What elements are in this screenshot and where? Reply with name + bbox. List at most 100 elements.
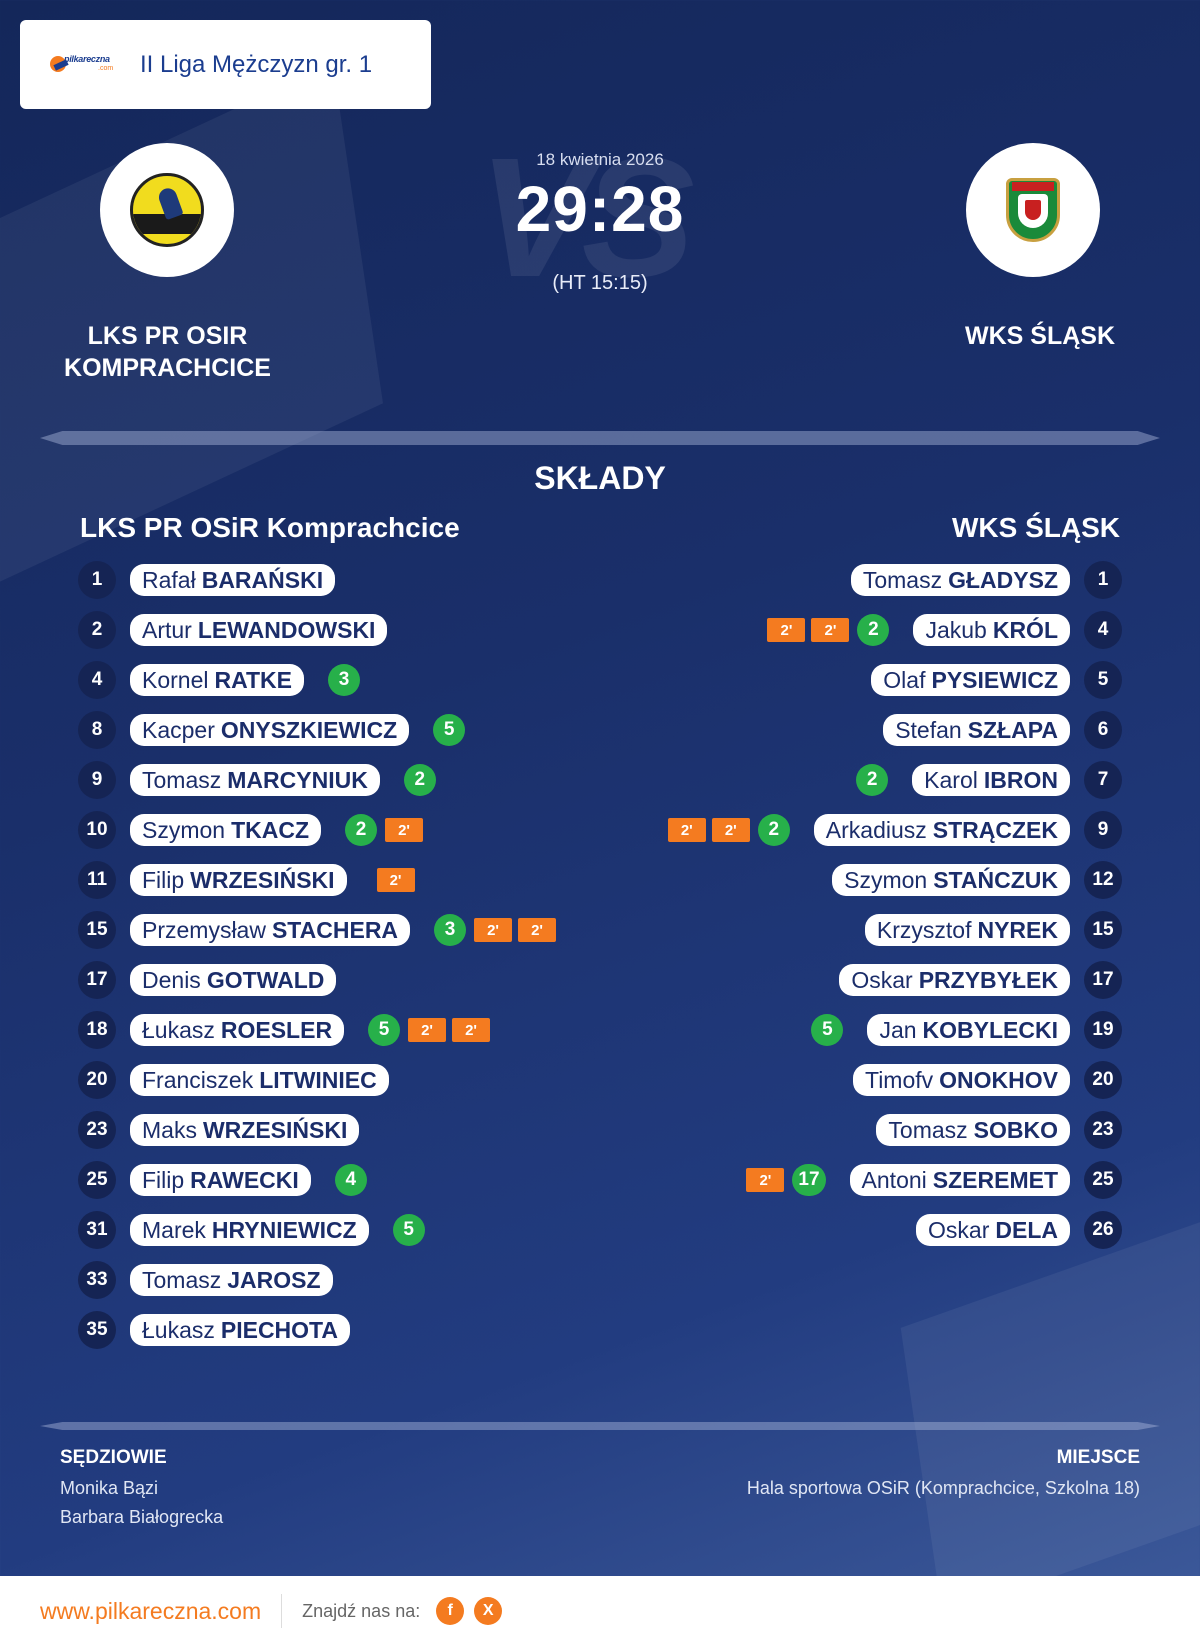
- home-team-logo[interactable]: [100, 143, 234, 277]
- player-first-name: Łukasz: [142, 1316, 215, 1343]
- goals-badge: 2: [857, 614, 890, 646]
- player-row: 4 Jakub KRÓL 2 2' 2': [668, 605, 1122, 655]
- player-last-name: PYSIEWICZ: [931, 666, 1058, 693]
- two-minute-penalty-badge: 2': [811, 618, 850, 642]
- player-number: 6: [1084, 711, 1122, 749]
- two-minute-penalty-badge: 2': [376, 868, 415, 892]
- player-stats: 5: [811, 1014, 844, 1046]
- player-first-name: Karol: [924, 766, 978, 793]
- player-row: 25 Antoni SZEREMET 17 2': [668, 1155, 1122, 1205]
- player-last-name: STAŃCZUK: [933, 866, 1058, 893]
- player-first-name: Oskar: [928, 1216, 990, 1243]
- player-name-pill[interactable]: Kacper ONYSZKIEWICZ: [130, 714, 410, 746]
- vs-watermark: VS: [478, 123, 695, 313]
- divider: [40, 1422, 1160, 1430]
- player-name-pill[interactable]: Tomasz GŁADYSZ: [850, 564, 1070, 596]
- brand-name: pilkareczna: [64, 53, 110, 64]
- goals-badge: 3: [434, 914, 467, 946]
- player-name-pill[interactable]: Szymon STAŃCZUK: [832, 864, 1070, 896]
- player-name-pill[interactable]: Szymon TKACZ: [130, 814, 322, 846]
- player-last-name: IBRON: [983, 766, 1058, 793]
- player-last-name: STACHERA: [271, 916, 399, 943]
- match-score: 29:28: [515, 173, 685, 245]
- player-name-pill[interactable]: Jakub KRÓL: [913, 614, 1070, 646]
- pilkareczna-logo[interactable]: pilkareczna .com: [50, 52, 120, 78]
- home-squad-title: LKS PR OSiR Komprachcice: [80, 512, 460, 543]
- player-row: 20 Timofv ONOKHOV: [668, 1055, 1122, 1105]
- squads-title: SKŁADY: [534, 460, 666, 496]
- player-first-name: Szymon: [844, 866, 928, 893]
- player-number: 23: [1084, 1111, 1122, 1149]
- player-name-pill[interactable]: Stefan SZŁAPA: [883, 714, 1070, 746]
- player-name-pill[interactable]: Kornel RATKE: [130, 664, 304, 696]
- player-last-name: SZEREMET: [932, 1166, 1058, 1193]
- player-number: 4: [78, 661, 116, 699]
- player-first-name: Maks: [142, 1116, 197, 1143]
- player-row: 4 Kornel RATKE 3: [78, 655, 556, 705]
- player-first-name: Jan: [879, 1016, 917, 1043]
- two-minute-penalty-badge: 2': [385, 818, 424, 842]
- goals-badge: 3: [328, 664, 360, 696]
- goals-badge: 5: [368, 1014, 401, 1046]
- player-number: 7: [1084, 761, 1122, 799]
- player-row: 11 Filip WRZESIŃSKI 2': [78, 855, 556, 905]
- footer: www.pilkareczna.com Znajdź nas na: f X: [0, 1576, 1200, 1646]
- player-first-name: Szymon: [142, 816, 226, 843]
- player-name-pill[interactable]: Marek HRYNIEWICZ: [130, 1214, 369, 1246]
- two-minute-penalty-badge: 2': [711, 818, 750, 842]
- player-name-pill[interactable]: Denis GOTWALD: [130, 964, 337, 996]
- goals-badge: 5: [433, 714, 466, 746]
- player-name-pill[interactable]: Olaf PYSIEWICZ: [871, 664, 1070, 696]
- player-first-name: Arkadiusz: [825, 816, 927, 843]
- player-name-pill[interactable]: Łukasz PIECHOTA: [130, 1314, 351, 1346]
- player-name-pill[interactable]: Artur LEWANDOWSKI: [130, 614, 388, 646]
- player-stats: 3 2' 2': [434, 914, 557, 946]
- player-first-name: Tomasz: [888, 1116, 968, 1143]
- player-name-pill[interactable]: Jan KOBYLECKI: [867, 1014, 1070, 1046]
- player-number: 18: [78, 1011, 116, 1049]
- player-name-pill[interactable]: Oskar PRZYBYŁEK: [839, 964, 1070, 996]
- player-name-pill[interactable]: Tomasz JAROSZ: [130, 1264, 333, 1296]
- player-name-pill[interactable]: Krzysztof NYREK: [864, 914, 1070, 946]
- x-icon[interactable]: X: [474, 1597, 503, 1625]
- player-first-name: Przemysław: [142, 916, 266, 943]
- player-first-name: Olaf: [883, 666, 926, 693]
- player-first-name: Tomasz: [862, 566, 943, 593]
- player-row: 7 Karol IBRON 2: [668, 755, 1122, 805]
- player-name-pill[interactable]: Franciszek LITWINIEC: [130, 1064, 389, 1096]
- player-name-pill[interactable]: Rafał BARAŃSKI: [130, 564, 336, 596]
- player-name-pill[interactable]: Antoni SZEREMET: [849, 1164, 1070, 1196]
- player-row: 35 Łukasz PIECHOTA: [78, 1305, 556, 1355]
- player-row: 5 Olaf PYSIEWICZ: [668, 655, 1122, 705]
- site-link[interactable]: www.pilkareczna.com: [40, 1597, 262, 1624]
- goals-badge: 5: [392, 1214, 425, 1246]
- away-team-logo[interactable]: [966, 143, 1100, 277]
- referees-title: SĘDZIOWIE: [60, 1447, 167, 1468]
- player-name-pill[interactable]: Filip WRZESIŃSKI: [130, 864, 347, 896]
- player-first-name: Oskar: [851, 966, 913, 993]
- player-stats: 2 2' 2': [667, 814, 790, 846]
- player-name-pill[interactable]: Łukasz ROESLER: [130, 1014, 345, 1046]
- home-crest-icon: [130, 173, 204, 247]
- player-name-pill[interactable]: Tomasz SOBKO: [876, 1114, 1070, 1146]
- player-row: 26 Oskar DELA: [668, 1205, 1122, 1255]
- player-name-pill[interactable]: Przemysław STACHERA: [130, 914, 411, 946]
- player-last-name: JAROSZ: [227, 1266, 321, 1293]
- player-name-pill[interactable]: Arkadiusz STRĄCZEK: [813, 814, 1070, 846]
- goals-badge: 2: [403, 764, 436, 796]
- player-name-pill[interactable]: Filip RAWECKI: [130, 1164, 311, 1196]
- player-name-pill[interactable]: Maks WRZESIŃSKI: [130, 1114, 360, 1146]
- venue-title: MIEJSCE: [1056, 1447, 1140, 1468]
- player-number: 25: [78, 1161, 116, 1199]
- two-minute-penalty-badge: 2': [746, 1168, 785, 1192]
- player-name-pill[interactable]: Karol IBRON: [912, 764, 1070, 796]
- player-row: 33 Tomasz JAROSZ: [78, 1255, 556, 1305]
- player-name-pill[interactable]: Oskar DELA: [916, 1214, 1070, 1246]
- player-name-pill[interactable]: Timofv ONOKHOV: [853, 1064, 1070, 1096]
- facebook-icon[interactable]: f: [436, 1597, 465, 1625]
- player-row: 17 Oskar PRZYBYŁEK: [668, 955, 1122, 1005]
- goals-badge: 2: [757, 814, 790, 846]
- player-name-pill[interactable]: Tomasz MARCYNIUK: [130, 764, 380, 796]
- player-number: 25: [1084, 1161, 1122, 1199]
- player-row: 31 Marek HRYNIEWICZ 5: [78, 1205, 556, 1255]
